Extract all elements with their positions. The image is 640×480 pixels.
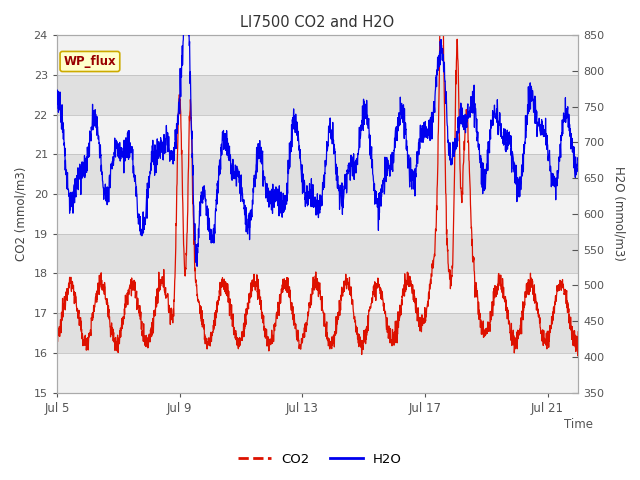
Bar [57,194,578,234]
Bar [57,36,578,75]
Bar [57,115,578,155]
Bar [57,75,578,115]
Legend: CO2, H2O: CO2, H2O [233,447,407,471]
Bar [57,234,578,274]
Bar [57,313,578,353]
Y-axis label: H2O (mmol/m3): H2O (mmol/m3) [612,167,625,262]
Bar [57,274,578,313]
Bar [57,155,578,194]
Y-axis label: CO2 (mmol/m3): CO2 (mmol/m3) [15,167,28,261]
X-axis label: Time: Time [564,418,593,431]
Bar [57,353,578,393]
Title: LI7500 CO2 and H2O: LI7500 CO2 and H2O [241,15,395,30]
Text: WP_flux: WP_flux [63,55,116,68]
